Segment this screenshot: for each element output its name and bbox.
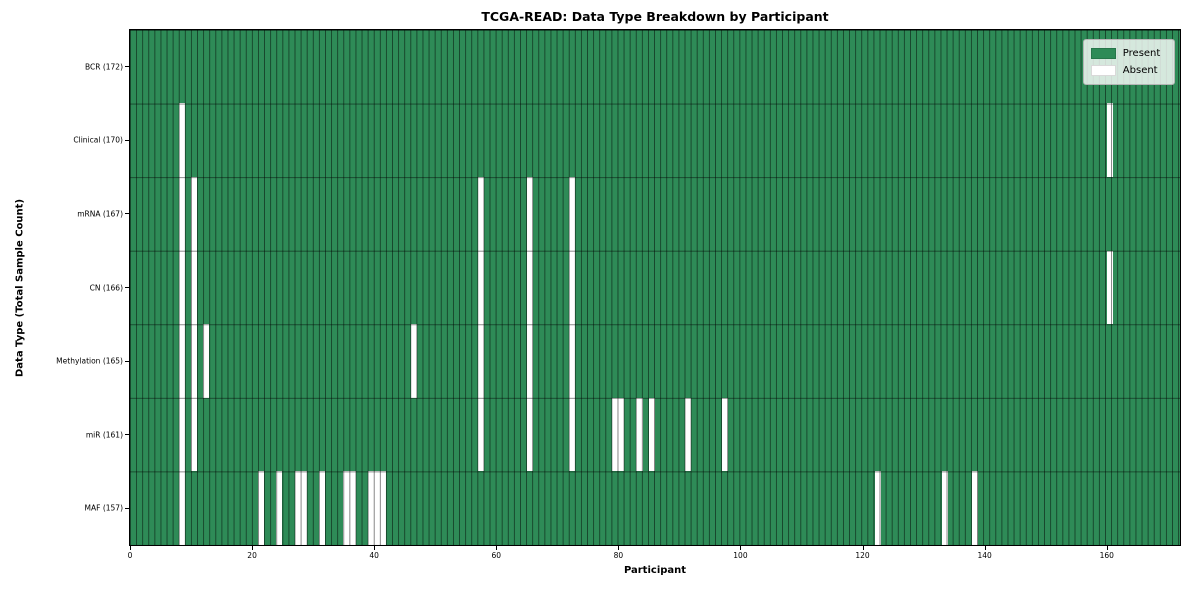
- absent-cell: [178, 324, 185, 398]
- y-axis-label: Data Type (Total Sample Count): [14, 198, 26, 377]
- x-tick-label: 20: [247, 551, 257, 560]
- y-tick-label: BCR (172): [84, 62, 123, 72]
- x-tick-label: 80: [613, 551, 624, 560]
- absent-cell: [319, 471, 326, 545]
- absent-cell: [190, 397, 197, 472]
- x-tick-label: 120: [855, 551, 870, 560]
- x-tick-mark: [862, 545, 864, 550]
- absent-cell: [569, 176, 576, 251]
- absent-cell: [477, 250, 484, 325]
- y-tick-label: Methylation (165): [56, 356, 123, 366]
- x-axis-label: Participant: [623, 565, 687, 576]
- absent-cell: [190, 324, 197, 398]
- absent-cell: [648, 397, 655, 472]
- absent-cell: [178, 176, 185, 251]
- x-tick-mark: [252, 545, 254, 550]
- x-tick-mark: [984, 545, 986, 550]
- x-tick-label: 60: [491, 551, 502, 560]
- x-tick-mark: [618, 545, 620, 550]
- y-tick-mark: [124, 360, 129, 362]
- legend-item-absent: Absent: [1090, 62, 1167, 79]
- y-tick-mark: [124, 434, 129, 436]
- absent-cell: [300, 471, 307, 545]
- absent-cell: [526, 324, 533, 398]
- absent-cell: [190, 176, 197, 251]
- absent-cell: [1106, 250, 1113, 325]
- absent-cell: [526, 176, 533, 251]
- absent-swatch: [1090, 64, 1116, 76]
- y-tick-mark: [124, 507, 129, 509]
- absent-cell: [203, 324, 210, 398]
- x-tick-mark: [130, 545, 131, 550]
- y-tick-mark: [124, 213, 129, 215]
- absent-cell: [349, 471, 356, 545]
- x-tick-label: 40: [369, 551, 379, 560]
- x-tick-mark: [374, 545, 376, 550]
- absent-cell: [276, 471, 283, 545]
- y-tick-label: CN (166): [89, 283, 123, 292]
- x-tick-label: 140: [977, 551, 992, 560]
- legend-label-present: Present: [1122, 47, 1161, 59]
- absent-cell: [178, 103, 185, 177]
- absent-cell: [178, 397, 185, 472]
- x-tick-mark: [1106, 545, 1108, 550]
- absent-cell: [636, 397, 643, 472]
- y-tick-mark: [124, 66, 129, 68]
- x-tick-mark: [496, 545, 498, 550]
- legend-label-absent: Absent: [1122, 64, 1158, 76]
- legend: Present Absent: [1082, 38, 1175, 85]
- absent-cell: [941, 471, 948, 545]
- absent-cell: [526, 250, 533, 325]
- absent-cell: [685, 397, 692, 472]
- absent-cell: [972, 471, 979, 545]
- absent-cell: [569, 250, 576, 325]
- present-swatch: [1090, 47, 1116, 59]
- absent-cell: [569, 397, 576, 472]
- y-tick-label: Clinical (170): [73, 135, 123, 145]
- heatmap-row-BCR: [129, 29, 1180, 104]
- absent-cell: [410, 324, 417, 398]
- heatmap-row-MAF: [129, 471, 1180, 545]
- legend-item-present: Present: [1090, 45, 1167, 62]
- x-tick-label: 100: [733, 551, 748, 560]
- heatmap-row-CN: [129, 250, 1180, 325]
- absent-cell: [721, 397, 729, 472]
- absent-cell: [178, 471, 185, 545]
- absent-cell: [1106, 103, 1113, 177]
- absent-cell: [618, 397, 625, 472]
- y-tick-label: miR (161): [85, 430, 123, 440]
- absent-cell: [178, 250, 185, 325]
- heatmap-row-mRNA: [129, 176, 1180, 251]
- heatmap-row-miR: [129, 397, 1180, 472]
- absent-cell: [190, 250, 197, 325]
- x-tick-label: 0: [127, 551, 133, 560]
- absent-cell: [477, 397, 484, 472]
- x-tick-mark: [740, 545, 742, 550]
- y-tick-mark: [124, 287, 129, 288]
- chart-title: TCGA-READ: Data Type Breakdown by Partic…: [481, 9, 829, 24]
- y-tick-mark: [124, 139, 129, 141]
- y-tick-label: mRNA (167): [77, 209, 123, 219]
- absent-cell: [477, 176, 484, 251]
- absent-cell: [380, 471, 387, 545]
- heatmap-row-Clinical: [129, 103, 1180, 177]
- absent-cell: [526, 397, 533, 472]
- absent-cell: [874, 471, 881, 545]
- x-tick-label: 160: [1099, 551, 1114, 560]
- heatmap-row-Methylation: [129, 324, 1180, 398]
- absent-cell: [477, 324, 484, 398]
- absent-cell: [257, 471, 265, 545]
- y-tick-label: MAF (157): [84, 503, 123, 513]
- absent-cell: [569, 324, 576, 398]
- heatmap-plot: Present Absent: [128, 28, 1181, 546]
